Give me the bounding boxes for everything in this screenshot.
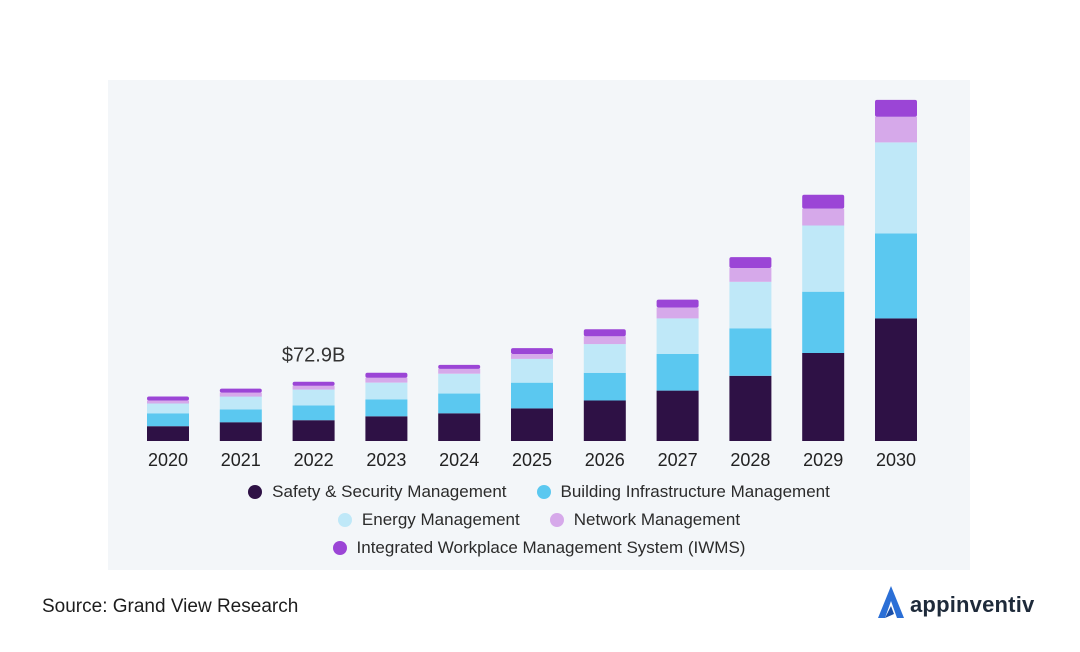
bar-2021-network-management — [219, 392, 262, 397]
bar-2023-energy-management — [365, 382, 408, 400]
bar-2022-integrated-workplace-management-system-iwms — [292, 381, 335, 386]
bar-2026-building-infrastructure-management — [583, 372, 626, 401]
bar-2022-building-infrastructure-management — [292, 405, 335, 421]
bar-2030-network-management — [875, 116, 917, 143]
legend-item-safety: Safety & Security Management — [248, 482, 507, 502]
stacked-bar-chart: 2020 2021 2022 2023 2024 2025 2026 2027 2028 2029… — [147, 99, 917, 470]
bar-2023-integrated-workplace-management-system-iwms — [365, 372, 408, 378]
x-tick-label-2027: 2027 — [658, 450, 698, 470]
bar-2024-building-infrastructure-management — [438, 393, 481, 414]
bar-2025-energy-management — [511, 358, 553, 383]
bar-2025-network-management — [511, 354, 553, 359]
x-tick-label-2030: 2030 — [876, 450, 916, 470]
bar-2022-safety-security-management — [292, 420, 335, 441]
bar-2026-network-management — [583, 336, 626, 345]
bar-2025-integrated-workplace-management-system-iwms — [511, 348, 553, 354]
bar-2029-energy-management — [802, 225, 845, 292]
legend-swatch-energy — [337, 513, 352, 527]
bar-2029-safety-security-management — [802, 353, 845, 441]
legend-row-1: Safety & Security Management Building In… — [108, 478, 970, 506]
x-tick-label-2021: 2021 — [221, 450, 261, 470]
bar-2030-integrated-workplace-management-system-iwms — [875, 99, 917, 117]
x-tick-label-2024: 2024 — [439, 450, 479, 470]
annotation-label: $72.9B — [282, 345, 345, 367]
x-tick-label-2026: 2026 — [585, 450, 625, 470]
bar-2024-network-management — [438, 368, 481, 374]
bar-2023-building-infrastructure-management — [365, 399, 408, 417]
legend-row-3: Integrated Workplace Management System (… — [108, 534, 970, 562]
legend-item-iwms: Integrated Workplace Management System (… — [332, 538, 746, 558]
bar-2028-building-infrastructure-management — [729, 328, 772, 376]
legend-label-energy: Energy Management — [361, 510, 520, 529]
bar-2020-energy-management — [147, 403, 189, 414]
bar-2026-energy-management — [583, 344, 626, 373]
bar-2020-integrated-workplace-management-system-iwms — [147, 396, 189, 401]
brand-name: appinventiv — [910, 591, 1035, 617]
legend: Safety & Security Management Building In… — [108, 478, 970, 562]
bar-2022-network-management — [292, 385, 335, 390]
x-tick-label-2029: 2029 — [803, 450, 843, 470]
bar-2029-building-infrastructure-management — [802, 291, 845, 353]
bar-2021-integrated-workplace-management-system-iwms — [219, 388, 262, 393]
legend-label-network: Network Management — [573, 510, 741, 529]
x-tick-label-2023: 2023 — [366, 450, 406, 470]
brand-logo[interactable]: appinventiv — [876, 584, 1034, 625]
legend-label-iwms: Integrated Workplace Management System (… — [356, 538, 746, 557]
legend-swatch-network — [549, 513, 564, 527]
bar-2026-integrated-workplace-management-system-iwms — [583, 329, 626, 337]
legend-item-network: Network Management — [549, 510, 741, 530]
bar-2028-safety-security-management — [729, 375, 772, 441]
bar-2024-energy-management — [438, 373, 481, 394]
bar-2021-energy-management — [219, 396, 262, 410]
legend-label-building: Building Infrastructure Management — [560, 482, 830, 501]
x-tick-label-2022: 2022 — [294, 450, 334, 470]
x-tick-label-2025: 2025 — [512, 450, 552, 470]
source-note: Source: Grand View Research — [42, 596, 299, 617]
bar-2030-building-infrastructure-management — [875, 233, 917, 319]
legend-label-safety: Safety & Security Management — [272, 482, 507, 501]
x-tick-label-2028: 2028 — [730, 450, 770, 470]
bar-2029-network-management — [802, 208, 845, 226]
legend-row-2: Energy Management Network Management — [108, 506, 970, 534]
legend-swatch-safety — [248, 485, 263, 499]
bar-2020-network-management — [147, 400, 189, 404]
bar-2027-network-management — [656, 307, 699, 319]
legend-item-building: Building Infrastructure Management — [536, 482, 830, 502]
bar-2028-integrated-workplace-management-system-iwms — [729, 257, 772, 268]
bar-2029-integrated-workplace-management-system-iwms — [802, 194, 845, 209]
bar-2020-safety-security-management — [147, 426, 189, 441]
bar-2025-building-infrastructure-management — [511, 382, 553, 409]
bar-2026-safety-security-management — [583, 400, 626, 441]
legend-item-energy: Energy Management — [337, 510, 520, 530]
bar-2027-building-infrastructure-management — [656, 354, 699, 391]
bar-2022-energy-management — [292, 389, 335, 406]
bar-2027-energy-management — [656, 318, 699, 354]
chart-panel: 2020 2021 2022 2023 2024 2025 2026 2027 2028 2029… — [108, 80, 970, 570]
bar-2023-network-management — [365, 377, 408, 383]
bar-2028-network-management — [729, 268, 772, 282]
x-tick-label-2020: 2020 — [148, 450, 188, 470]
bar-2023-safety-security-management — [365, 416, 408, 441]
bar-2030-energy-management — [875, 142, 917, 234]
bar-2024-integrated-workplace-management-system-iwms — [438, 364, 481, 369]
bar-2021-safety-security-management — [219, 422, 262, 441]
bar-2020-building-infrastructure-management — [147, 413, 189, 427]
legend-swatch-iwms — [332, 541, 347, 555]
bar-2021-building-infrastructure-management — [219, 409, 262, 423]
bar-2025-safety-security-management — [511, 408, 553, 441]
legend-swatch-building — [536, 485, 551, 499]
bar-2024-safety-security-management — [438, 413, 481, 441]
bar-2030-safety-security-management — [875, 318, 917, 441]
bar-2027-safety-security-management — [656, 390, 699, 441]
bar-2027-integrated-workplace-management-system-iwms — [656, 299, 699, 308]
bar-2028-energy-management — [729, 281, 772, 329]
appinventiv-logo-icon — [876, 584, 906, 625]
